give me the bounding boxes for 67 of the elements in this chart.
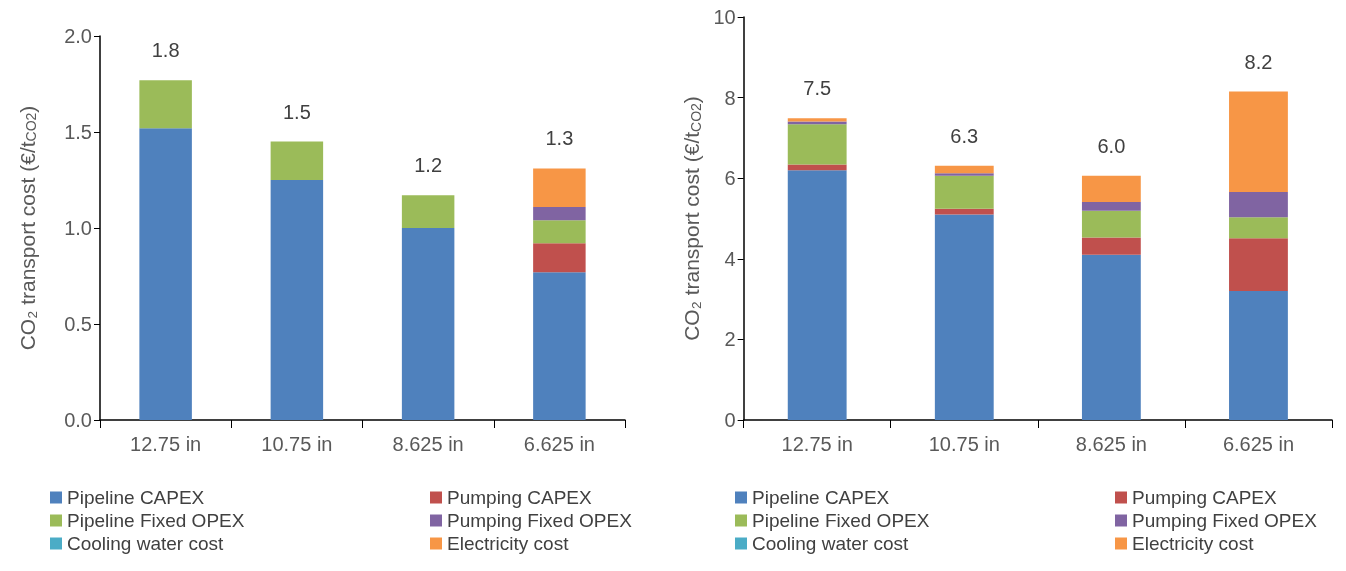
total-label: 7.5 — [803, 77, 832, 100]
x-tick-label: 10.75 in — [928, 433, 1000, 455]
legend-label: Pipeline Fixed OPEX — [67, 510, 245, 531]
bar — [401, 195, 455, 228]
y-tick-label: 0.5 — [64, 313, 92, 335]
bar — [533, 168, 586, 207]
bar — [401, 228, 455, 420]
x-tick-label: 8.625 in — [1075, 433, 1147, 455]
x-tick-label: 12.75 in — [781, 433, 853, 455]
bar — [1229, 238, 1288, 292]
total-label: 1.3 — [545, 127, 574, 150]
bar — [533, 272, 586, 420]
total-label: 1.2 — [414, 154, 443, 177]
legend-label: Pumping Fixed OPEX — [1132, 510, 1318, 531]
legend-label: Pumping CAPEX — [447, 487, 593, 508]
y-tick-label: 0.0 — [64, 409, 92, 431]
bar — [139, 80, 192, 129]
bar — [1081, 210, 1141, 238]
total-label: 1.5 — [282, 100, 311, 123]
y-tick-label: 1.0 — [64, 217, 92, 239]
bar — [270, 180, 324, 420]
x-tick-label: 10.75 in — [261, 433, 333, 455]
legend-label: Cooling water cost — [67, 533, 225, 554]
bar — [787, 170, 847, 420]
y-tick-label: 4 — [724, 247, 736, 270]
bar — [139, 128, 192, 420]
x-tick-label: 6.625 in — [1222, 433, 1295, 455]
y-tick-label: 0 — [724, 409, 736, 431]
y-tick-label: 2.0 — [64, 25, 92, 47]
legend-label: Pipeline Fixed OPEX — [752, 510, 930, 531]
legend-label: Pipeline CAPEX — [752, 487, 890, 508]
total-label: 6.0 — [1097, 134, 1126, 157]
bar — [934, 175, 994, 209]
y-tick-label: 10 — [713, 6, 736, 28]
bar — [934, 165, 994, 174]
bar — [533, 206, 586, 221]
y-tick-label: 2 — [724, 328, 736, 351]
bar — [1229, 217, 1288, 239]
y-tick-label: 6 — [724, 167, 736, 190]
legend-label: Pumping Fixed OPEX — [447, 510, 633, 531]
legend-label: Cooling water cost — [752, 533, 910, 554]
y-tick-label: 1.5 — [64, 121, 92, 143]
x-tick-label: 12.75 in — [130, 433, 202, 455]
x-tick-label: 8.625 in — [392, 433, 464, 455]
legend-label: Electricity cost — [447, 533, 570, 554]
bar — [270, 141, 324, 180]
bar — [1081, 201, 1141, 211]
bar — [1229, 191, 1288, 218]
bar — [1081, 237, 1141, 255]
bar — [1081, 175, 1141, 202]
bar — [934, 214, 994, 420]
total-label: 1.8 — [151, 39, 180, 62]
total-label: 6.3 — [950, 124, 979, 147]
total-label: 8.2 — [1244, 50, 1273, 73]
legend-label: Pumping CAPEX — [1132, 487, 1278, 508]
x-tick-label: 6.625 in — [523, 433, 595, 455]
bar — [1229, 291, 1288, 420]
bar — [787, 164, 847, 171]
bar — [1229, 91, 1288, 192]
bar — [934, 173, 994, 176]
bar — [533, 220, 586, 244]
y-tick-label: 8 — [724, 86, 736, 109]
bar — [787, 124, 847, 165]
legend-label: Electricity cost — [1132, 533, 1255, 554]
bar — [533, 243, 586, 273]
legend-label: Pipeline CAPEX — [67, 487, 205, 508]
bar — [1081, 254, 1141, 420]
